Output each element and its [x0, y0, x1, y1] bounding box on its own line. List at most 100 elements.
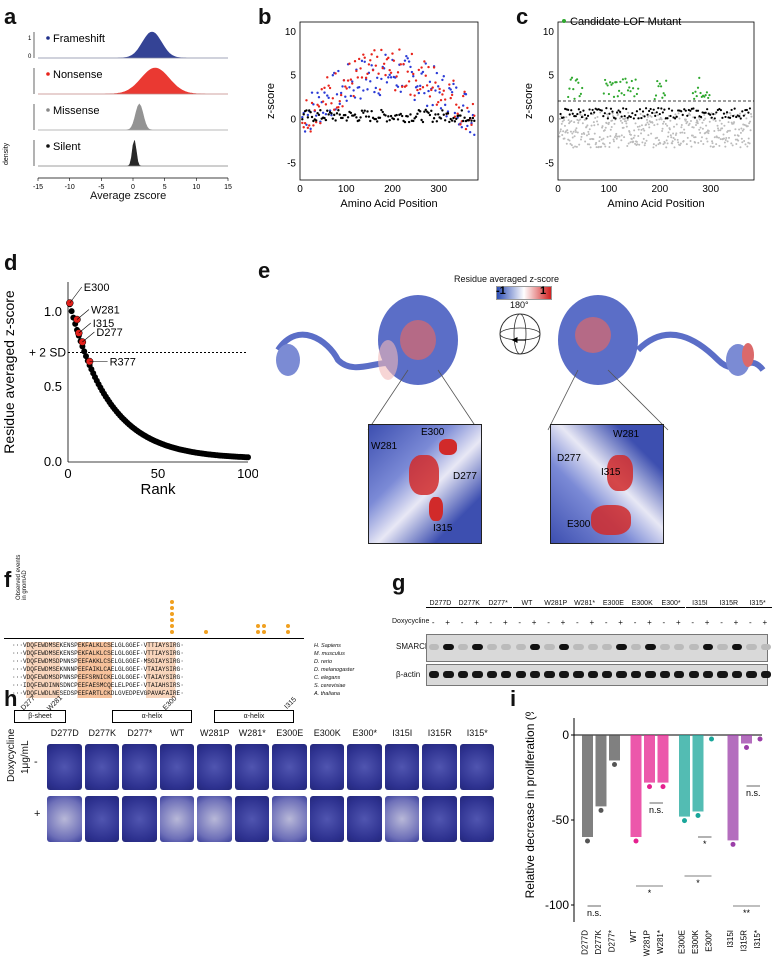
point-nonsense	[417, 68, 421, 72]
point-missense	[628, 131, 631, 134]
point-missense	[657, 139, 660, 142]
point-nonsense	[463, 90, 466, 94]
point-silent	[330, 112, 333, 115]
point-missense	[718, 119, 721, 122]
point-candidate-lof	[654, 94, 658, 97]
ytick-label: 0	[562, 728, 569, 742]
point-missense	[735, 142, 738, 145]
dox-minus: -	[518, 618, 522, 627]
lane-label: D277D	[426, 600, 455, 608]
xtick-label: 300	[702, 184, 719, 195]
point-silent	[409, 113, 412, 116]
point-candidate-lof	[624, 77, 627, 80]
point-missense	[661, 127, 664, 130]
dox-minus: -	[633, 618, 637, 627]
point-nonsense	[430, 88, 433, 92]
point-missense	[603, 143, 606, 146]
point-nonsense	[337, 106, 340, 109]
point-missense	[614, 134, 617, 137]
point-silent	[570, 109, 573, 112]
rank-point	[83, 353, 89, 360]
point-silent	[346, 116, 350, 119]
point-silent	[709, 113, 712, 116]
point-frameshift	[452, 82, 455, 86]
category-label: W281*	[656, 930, 665, 954]
point-silent	[739, 117, 742, 120]
point-silent	[413, 117, 416, 120]
ytick-label: 5	[548, 71, 554, 82]
zscore-scatter-b: 10 5 0 -5 0 100 200 300 Amino Acid Position z-sco…	[265, 21, 479, 210]
point-silent	[680, 110, 683, 113]
point-candidate-lof	[657, 85, 660, 88]
well-label: E300E	[276, 728, 304, 738]
point-missense	[638, 125, 641, 128]
point-frameshift	[301, 115, 304, 119]
smarcb1-band	[573, 644, 584, 650]
colony-well	[47, 744, 82, 790]
bar-wt	[630, 735, 642, 837]
density-xlabel: Average zscore	[90, 190, 167, 202]
point-silent	[614, 117, 617, 120]
point-silent	[453, 120, 457, 123]
x-axis-label: Amino Acid Position	[340, 198, 437, 210]
bar-d277k	[595, 735, 607, 807]
point-silent	[681, 113, 684, 116]
point-missense	[704, 117, 707, 120]
legend-dot-lof	[562, 19, 566, 23]
actin-band	[731, 671, 743, 678]
point-missense	[621, 121, 624, 124]
point-frameshift	[377, 92, 380, 95]
point-nonsense	[346, 79, 350, 82]
x-axis-label: Amino Acid Position	[607, 198, 704, 210]
point-nonsense	[391, 52, 394, 55]
point-missense	[588, 143, 591, 146]
smarcb1-band	[457, 644, 469, 650]
ridge-label-nonsense: Nonsense	[53, 69, 103, 81]
point-nonsense	[384, 73, 387, 77]
point-missense	[739, 112, 741, 115]
sig-label: *	[648, 888, 652, 898]
dox-plus: +	[445, 618, 450, 627]
inset-left-label-i315: I315	[433, 523, 453, 534]
point-nonsense	[357, 57, 361, 61]
point-missense	[702, 119, 705, 122]
point-missense	[603, 129, 606, 132]
point-silent	[632, 117, 635, 120]
point-silent	[385, 120, 389, 123]
actin-band	[544, 671, 555, 678]
point-missense	[629, 141, 632, 144]
point-missense	[573, 121, 576, 124]
point-silent	[574, 115, 577, 118]
point-silent	[603, 112, 606, 115]
point-missense	[689, 140, 692, 143]
point-missense	[627, 142, 630, 145]
lane-label: E300*	[656, 600, 686, 608]
point-missense	[619, 119, 622, 122]
point-nonsense	[317, 105, 321, 108]
bar-point	[585, 838, 590, 844]
panel-letter-b: b	[258, 4, 272, 29]
bar-i315i	[727, 735, 739, 841]
point-silent	[562, 116, 565, 119]
point-frameshift	[409, 65, 412, 69]
colony-well	[159, 744, 194, 790]
point-nonsense	[341, 105, 344, 108]
point-missense	[581, 122, 584, 125]
plot-frame	[299, 21, 479, 181]
point-silent	[559, 112, 562, 116]
point-missense	[706, 130, 709, 133]
point-missense	[612, 138, 615, 141]
point-silent	[309, 111, 312, 114]
bar-d277-stop	[609, 735, 620, 761]
point-missense	[694, 141, 697, 144]
point-nonsense	[328, 86, 332, 90]
lane-label: WT	[512, 600, 542, 608]
lane-label: W281P	[541, 600, 571, 608]
dox-minus: -	[720, 618, 723, 627]
point-silent	[568, 113, 571, 116]
point-silent	[305, 109, 308, 112]
alignment-row: ···VDQFEWDMSEKENSPEKFALKLCSELGLGGEF·VTTI…	[12, 642, 184, 650]
point-frameshift	[450, 90, 454, 94]
point-silent	[747, 111, 750, 114]
point-missense	[744, 143, 747, 146]
